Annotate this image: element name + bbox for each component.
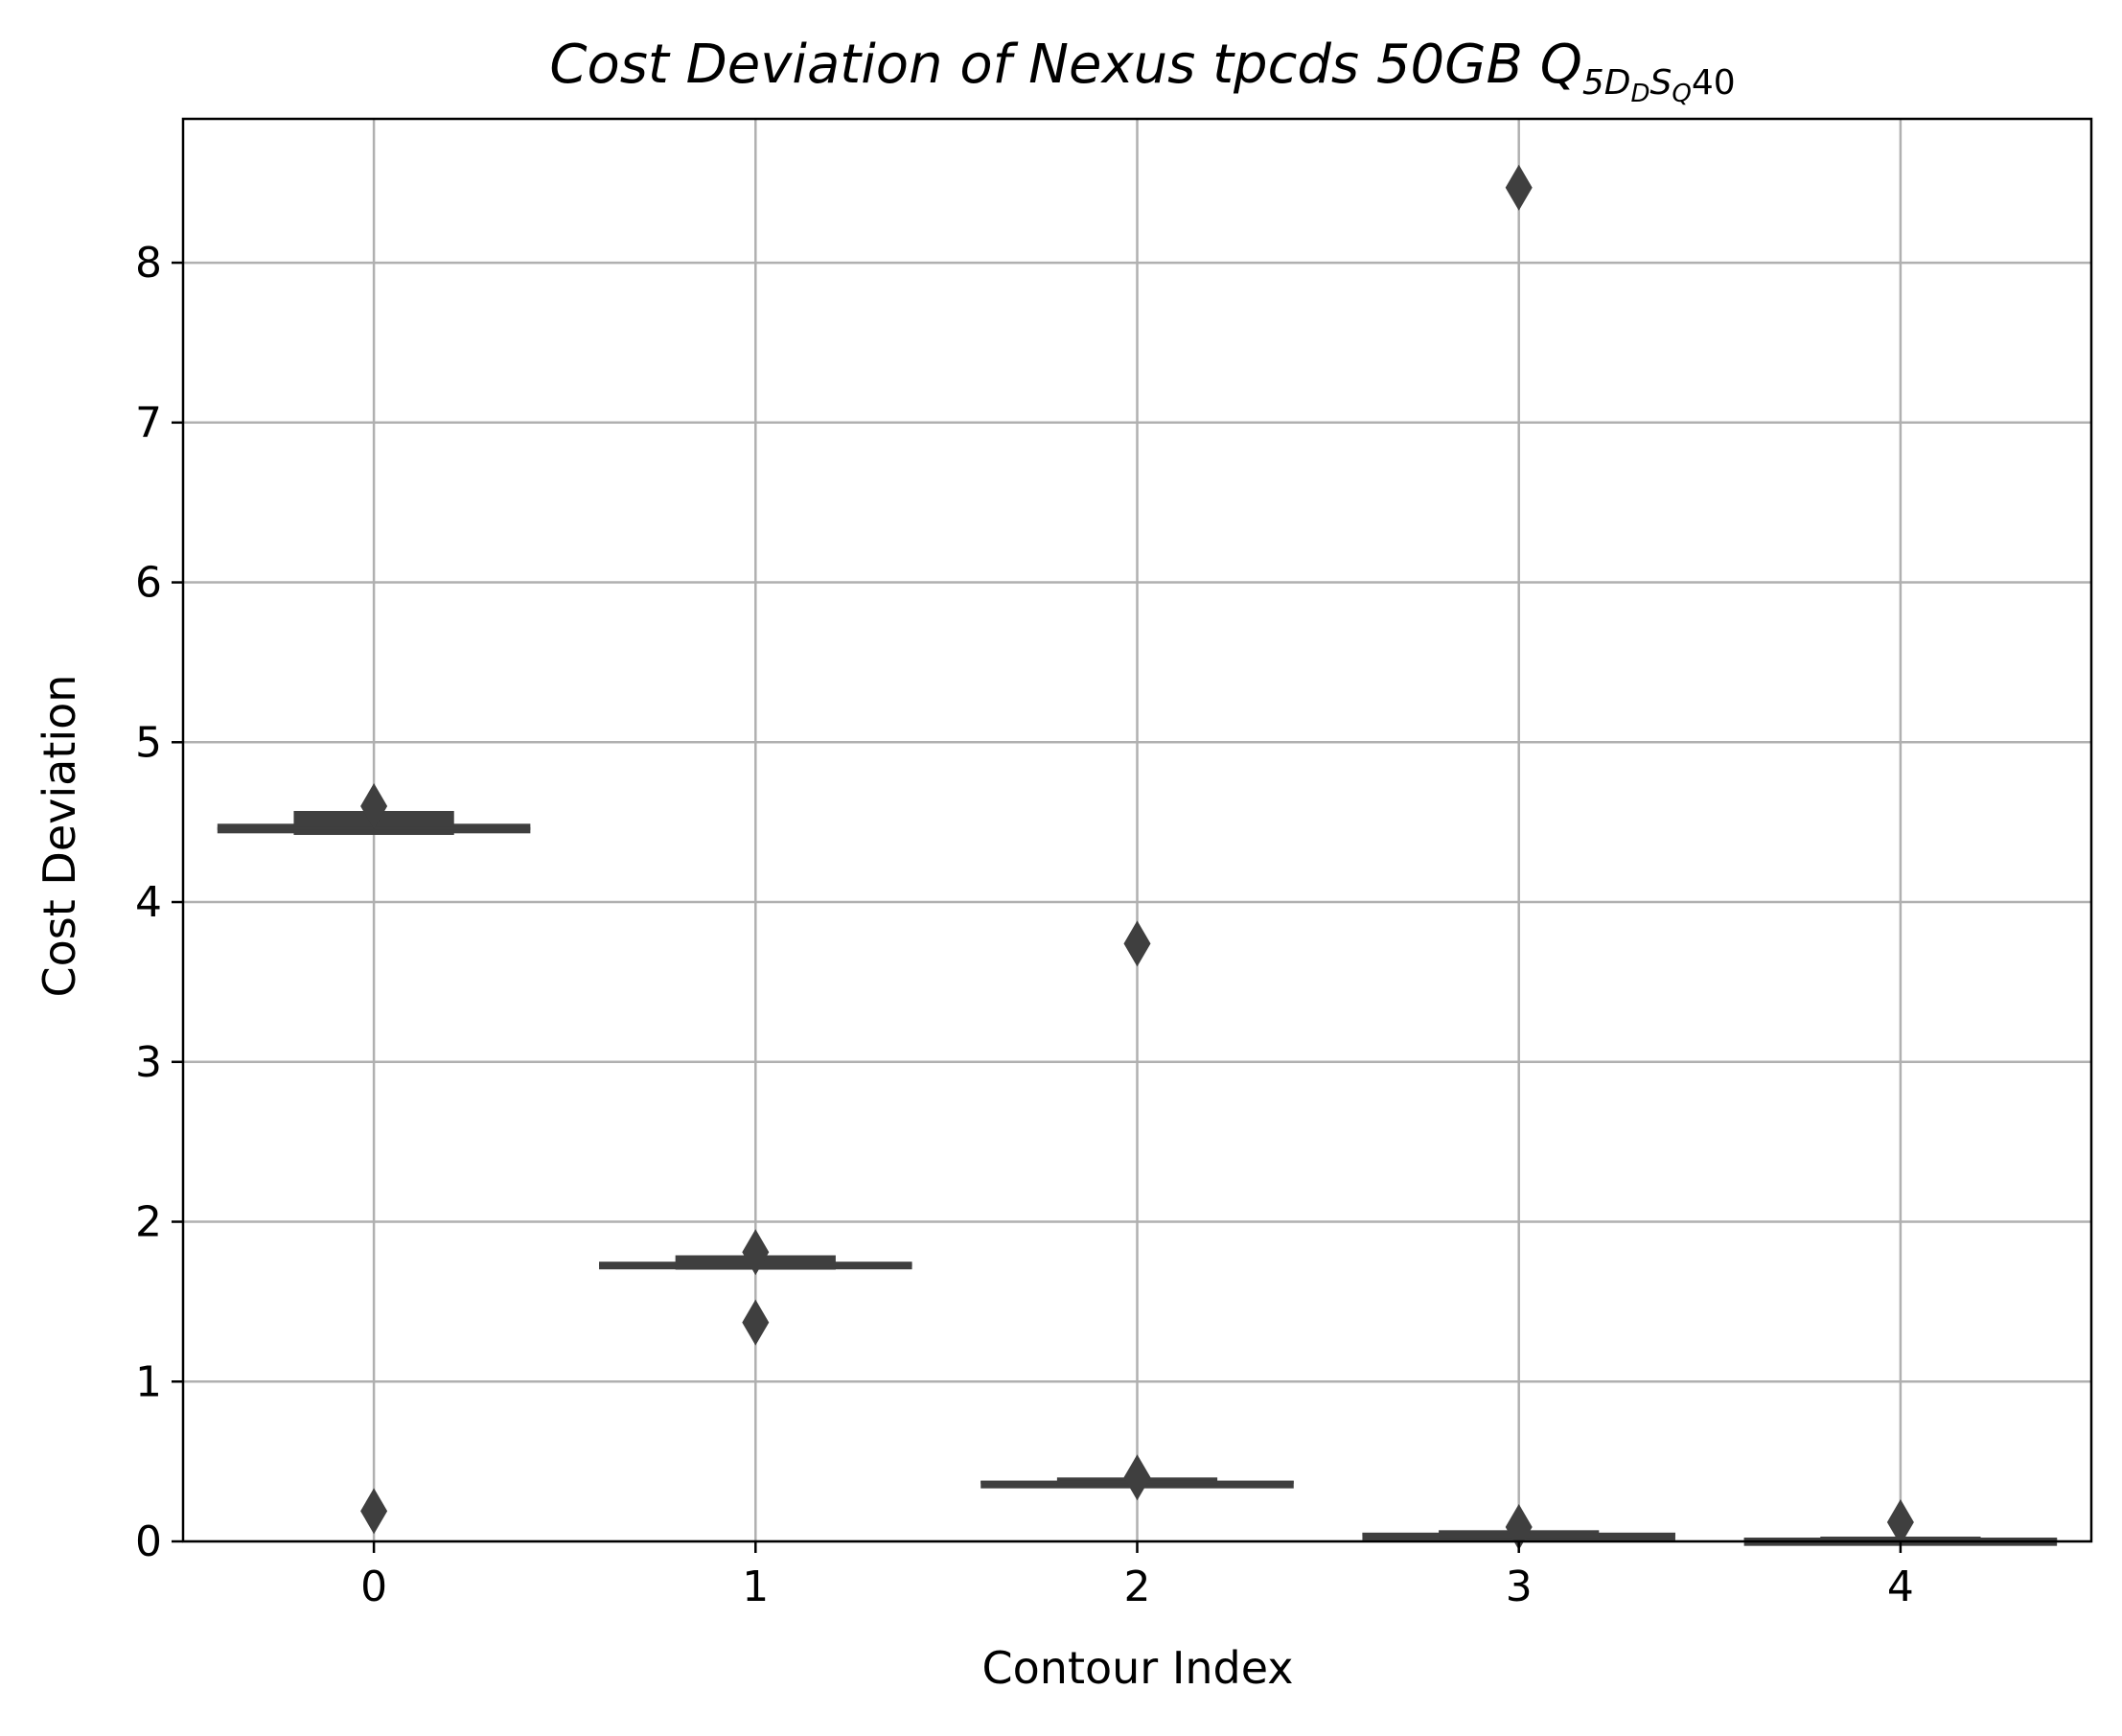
outlier-point: [360, 1488, 388, 1535]
x-tick-label: 0: [360, 1562, 387, 1611]
y-tick-label: 5: [135, 718, 162, 767]
title-sub3: S: [1649, 63, 1672, 103]
y-tick-label: 6: [135, 559, 162, 608]
y-tick-label: 4: [135, 878, 162, 927]
title-sub1: 5D: [1582, 63, 1631, 103]
y-tick-label: 0: [135, 1517, 162, 1566]
outlier-point: [1123, 920, 1151, 967]
chart-title: Cost Deviation of Nexus tpcds 50GB Q5DDS…: [549, 34, 1735, 108]
outlier-point: [1123, 1454, 1151, 1501]
x-axis-label: Contour Index: [982, 1642, 1294, 1694]
outlier-point: [1505, 164, 1533, 211]
boxes: [217, 164, 2058, 1550]
x-tick-label: 3: [1506, 1562, 1533, 1611]
title-tail: 40: [1692, 63, 1736, 103]
y-tick-label: 1: [135, 1357, 162, 1406]
box-group-2: [980, 920, 1294, 1501]
ticks: 0 1 2 3 4 5 6 7 8 0 1 2 3 4: [135, 239, 1914, 1611]
grid: [183, 119, 2091, 1543]
x-tick-label: 4: [1887, 1562, 1914, 1611]
box-group-3: [1362, 164, 1675, 1550]
y-tick-label: 3: [135, 1038, 162, 1087]
y-tick-label: 8: [135, 239, 162, 288]
title-sub2: D: [1630, 80, 1649, 108]
outlier-point: [1886, 1498, 1914, 1545]
outlier-point: [1505, 1503, 1533, 1550]
title-sub4: Q: [1672, 80, 1691, 108]
y-tick-label: 7: [135, 399, 162, 448]
title-main: Cost Deviation of Nexus tpcds 50GB: [549, 34, 1539, 96]
y-axis-label: Cost Deviation: [34, 675, 85, 998]
x-tick-label: 1: [742, 1562, 769, 1611]
x-tick-label: 2: [1124, 1562, 1151, 1611]
outlier-point: [360, 782, 388, 829]
outlier-point: [742, 1229, 770, 1276]
outlier-point: [742, 1299, 770, 1346]
title-q: Q: [1540, 34, 1582, 96]
box-group-1: [599, 1229, 912, 1346]
box-group-0: [217, 782, 531, 1535]
y-tick-label: 2: [135, 1198, 162, 1247]
